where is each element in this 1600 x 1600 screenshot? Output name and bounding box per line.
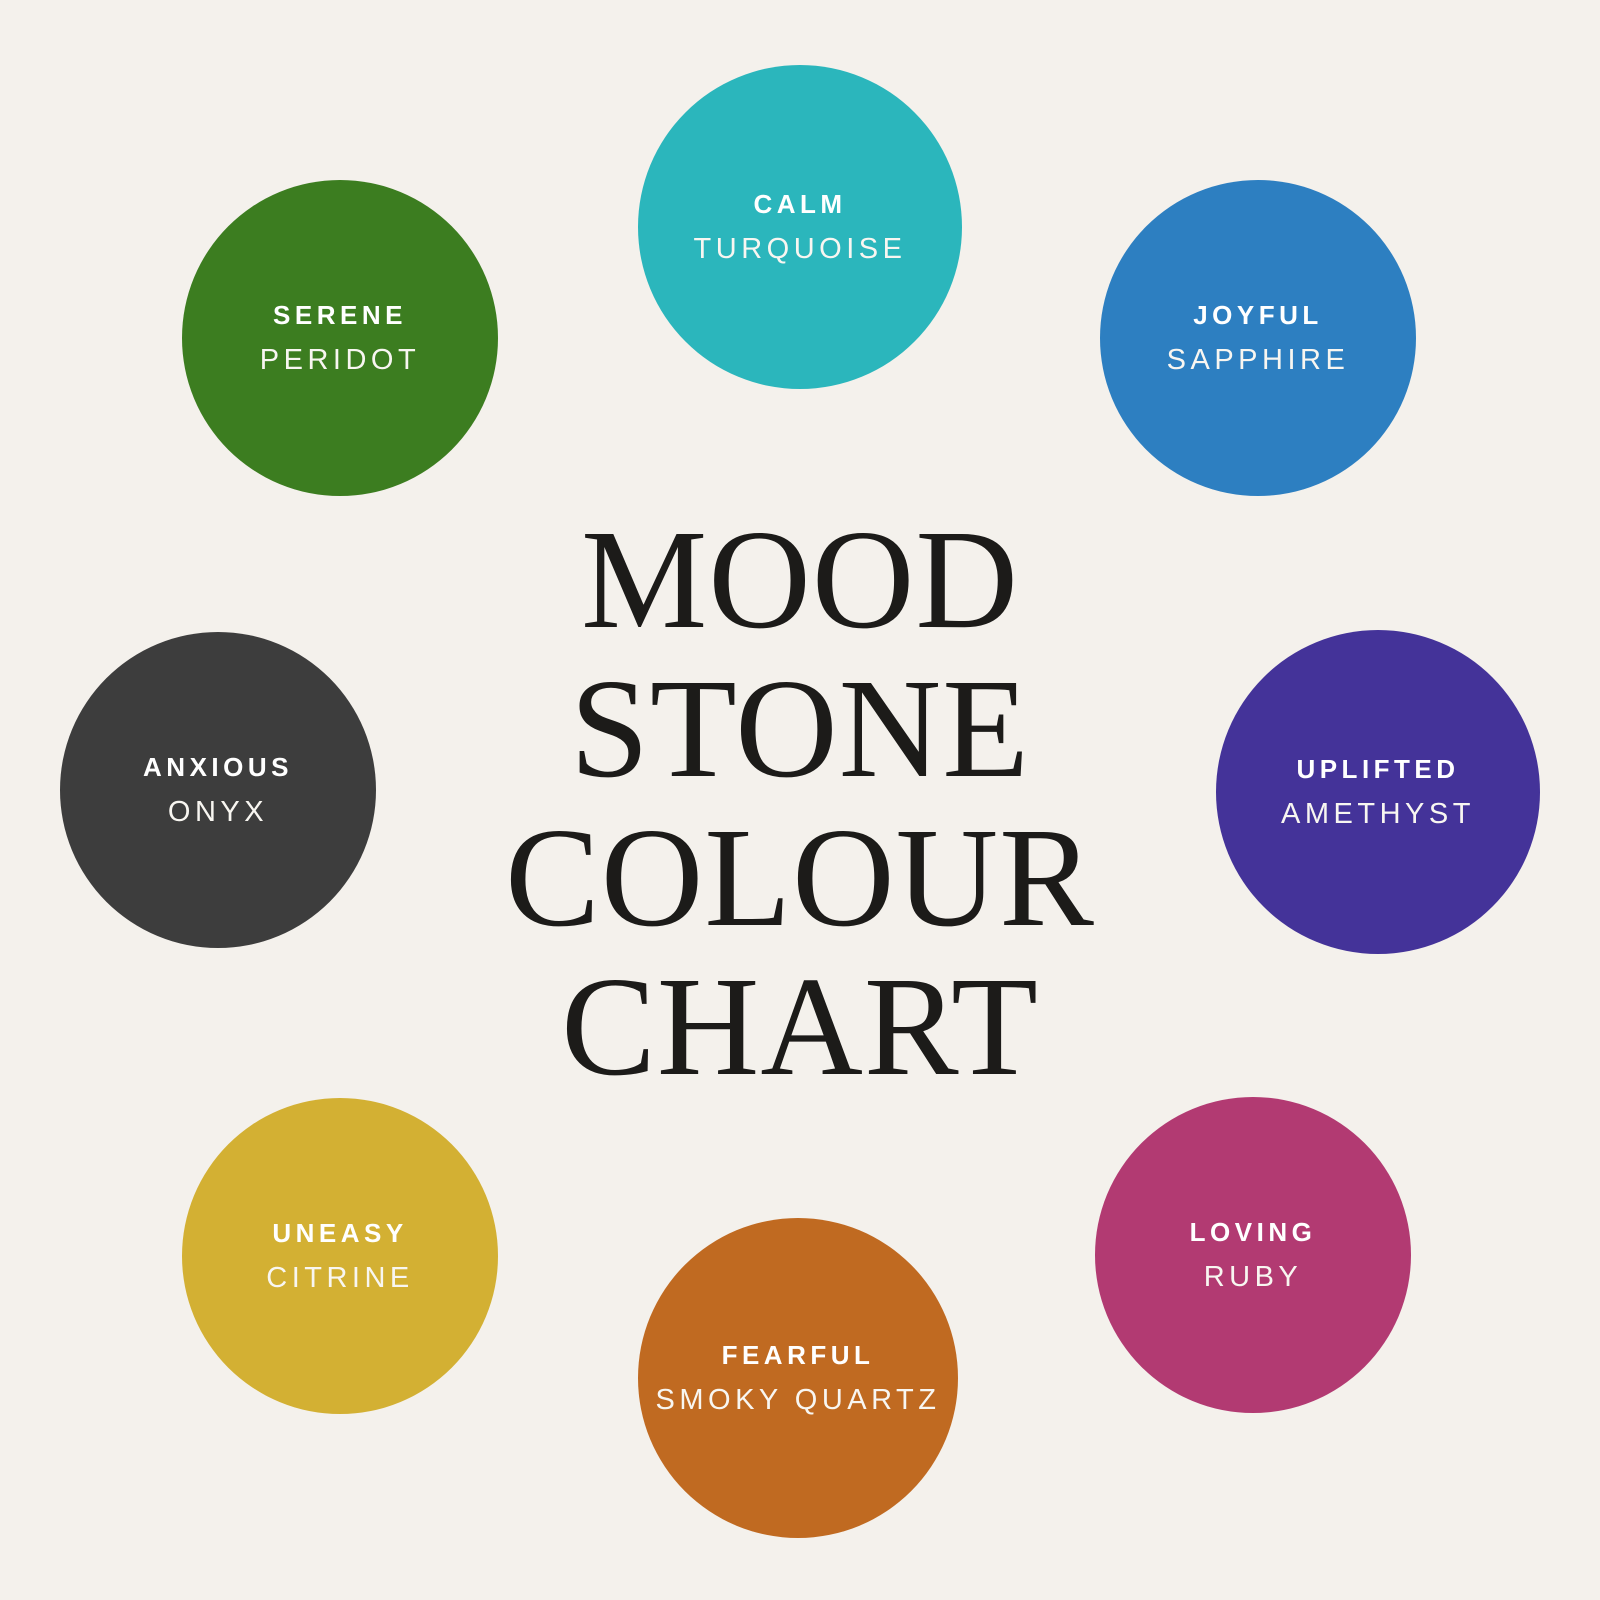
stone-label: PERIDOT [259,343,421,376]
stone-circle-fearful: FEARFUL SMOKY QUARTZ [638,1218,958,1538]
mood-label: UNEASY [272,1217,408,1248]
stone-circle-serene: SERENE PERIDOT [182,180,498,496]
mood-label: SERENE [273,299,407,330]
stone-circle-loving: LOVING RUBY [1095,1097,1411,1413]
stone-label: SMOKY QUARTZ [655,1383,941,1416]
mood-label: ANXIOUS [143,751,293,782]
mood-label: LOVING [1189,1216,1317,1247]
stone-label: AMETHYST [1281,797,1475,830]
stone-circle-joyful: JOYFUL SAPPHIRE [1100,180,1416,496]
stone-circle-anxious: ANXIOUS ONYX [60,632,376,948]
mood-label: FEARFUL [721,1339,875,1370]
stone-label: RUBY [1203,1260,1303,1293]
mood-label: UPLIFTED [1296,753,1460,784]
stone-circle-uplifted: UPLIFTED AMETHYST [1216,630,1540,954]
chart-title: MOOD STONE COLOUR CHART [0,505,1600,1101]
stone-label: SAPPHIRE [1166,343,1350,376]
mood-label: JOYFUL [1193,299,1323,330]
chart-title-line: CHART [561,947,1039,1105]
stone-label: ONYX [167,795,269,828]
chart-title-line: COLOUR [505,798,1095,956]
chart-title-line: STONE [570,649,1030,807]
stone-label: CITRINE [266,1261,414,1294]
stone-circle-uneasy: UNEASY CITRINE [182,1098,498,1414]
stone-label: TURQUOISE [693,232,907,265]
mood-label: CALM [753,188,847,219]
chart-title-line: MOOD [581,500,1019,658]
stone-circle-calm: CALM TURQUOISE [638,65,962,389]
